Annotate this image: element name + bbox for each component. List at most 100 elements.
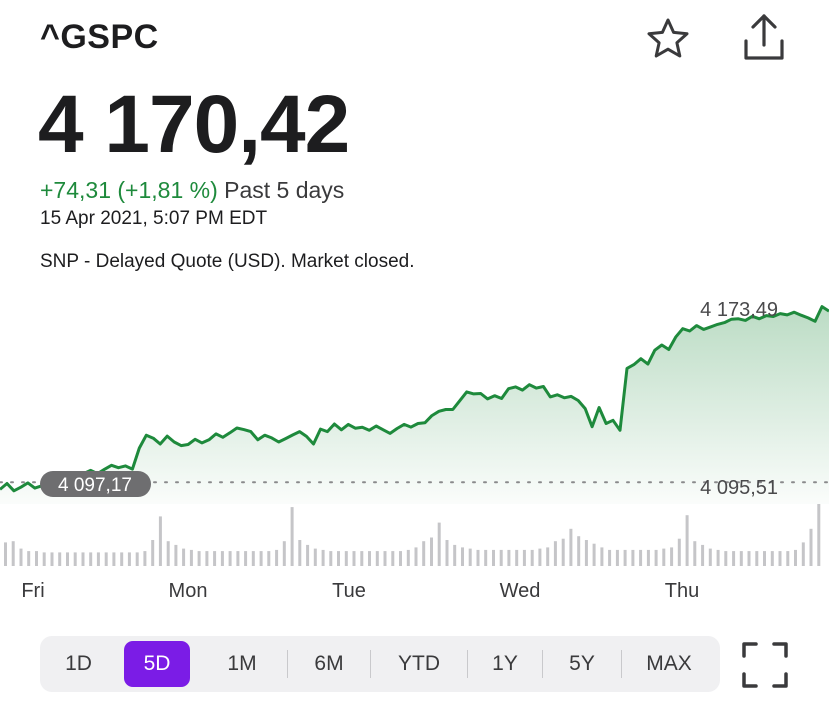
range-button-5d[interactable]: 5D — [124, 641, 190, 687]
volume-bar — [282, 541, 286, 566]
volume-bar — [515, 549, 519, 566]
fullscreen-icon — [742, 642, 788, 688]
volume-bar — [50, 552, 54, 566]
volume-bar — [166, 541, 170, 566]
volume-bar — [391, 551, 395, 566]
volume-bar — [708, 548, 712, 566]
volume-bar — [453, 544, 457, 566]
volume-bar — [577, 536, 581, 566]
volume-bar — [352, 551, 356, 566]
range-button-1m[interactable]: 1M — [227, 652, 257, 675]
range-selector: 1D 5D 1M 6M YTD 1Y 5Y MAX — [40, 636, 720, 692]
volume-bar — [608, 549, 612, 566]
change-period: Past 5 days — [224, 177, 345, 203]
price-chart[interactable]: 4 173,49 4 095,51 4 097,17 Fri Mon Tue Wed T… — [0, 290, 829, 610]
volume-bar — [337, 551, 340, 566]
volume-bar — [538, 548, 542, 566]
fullscreen-button[interactable] — [740, 640, 790, 690]
volume-bar — [96, 552, 100, 566]
range-button-max[interactable]: MAX — [646, 652, 692, 675]
y-high-label: 4 173,49 — [700, 299, 778, 321]
volume-bar — [592, 543, 596, 566]
volume-bar — [584, 540, 588, 566]
volume-bar — [693, 541, 697, 566]
volume-bar — [484, 549, 488, 566]
volume-bar — [530, 549, 534, 566]
volume-bar — [770, 551, 774, 566]
volume-bar — [197, 551, 201, 566]
volume-bar — [468, 548, 472, 566]
range-button-5y[interactable]: 5Y — [569, 652, 595, 675]
range-button-1d[interactable]: 1D — [65, 652, 92, 675]
volume-bar — [275, 549, 279, 566]
volume-bar — [368, 551, 371, 566]
volume-bar — [685, 515, 689, 566]
volume-bar — [522, 549, 526, 566]
share-icon — [744, 14, 784, 60]
price-line — [0, 305, 829, 493]
quote-source-note: SNP - Delayed Quote (USD). Market closed… — [40, 251, 415, 272]
volume-bar — [11, 541, 15, 566]
volume-bar — [251, 551, 255, 566]
price-area-fill — [0, 306, 829, 504]
volume-bar — [228, 551, 232, 566]
volume-bar — [313, 548, 317, 566]
range-button-1y[interactable]: 1Y — [492, 652, 518, 675]
volume-bar — [430, 537, 433, 566]
previous-close-value: 4 097,17 — [58, 475, 132, 496]
volume-bar — [662, 548, 666, 566]
y-low-label: 4 095,51 — [700, 477, 778, 499]
volume-bar — [360, 551, 364, 566]
ticker-symbol: ^GSPC — [40, 18, 159, 56]
volume-bar — [406, 549, 410, 566]
volume-bar — [344, 551, 348, 566]
x-tick-label: Wed — [500, 580, 541, 602]
volume-bar — [786, 551, 790, 566]
watchlist-star-button[interactable] — [643, 14, 693, 64]
volume-bar — [701, 544, 705, 566]
volume-bar — [220, 551, 224, 566]
volume-bar — [298, 540, 302, 566]
volume-bar — [66, 552, 69, 566]
volume-bar — [81, 552, 85, 566]
volume-bar — [778, 551, 782, 566]
range-button-ytd[interactable]: YTD — [398, 652, 440, 675]
volume-bar — [89, 552, 93, 566]
volume-bar — [763, 551, 766, 566]
volume-bar — [654, 549, 658, 566]
volume-bar — [35, 551, 38, 566]
volume-bar — [809, 528, 813, 566]
current-price: 4 170,42 — [38, 79, 350, 170]
range-button-6m[interactable]: 6M — [314, 652, 344, 675]
volume-bar — [135, 552, 139, 566]
volume-bar — [127, 552, 131, 566]
volume-bar — [104, 552, 108, 566]
volume-bar — [259, 551, 263, 566]
volume-bar — [414, 547, 418, 566]
volume-bar — [755, 551, 759, 566]
volume-bar — [794, 549, 797, 566]
volume-bar — [600, 547, 604, 566]
volume-bar — [817, 504, 821, 566]
volume-bars — [4, 504, 821, 566]
price-change: +74,31 (+1,81 %) — [40, 177, 218, 203]
price-change-line: +74,31 (+1,81 %) Past 5 days — [40, 177, 344, 204]
volume-bar — [422, 541, 426, 566]
volume-bar — [801, 542, 805, 566]
volume-bar — [747, 551, 751, 566]
volume-bar — [143, 551, 147, 566]
x-tick-label: Mon — [169, 580, 208, 602]
volume-bar — [306, 544, 310, 566]
volume-bar — [724, 551, 728, 566]
share-button[interactable] — [739, 12, 789, 62]
volume-bar — [375, 551, 379, 566]
volume-bar — [631, 549, 635, 566]
volume-bar — [670, 547, 674, 566]
volume-bar — [120, 552, 124, 566]
volume-bar — [244, 551, 248, 566]
volume-bar — [329, 551, 333, 566]
volume-bar — [561, 538, 565, 566]
range-separator — [542, 650, 543, 678]
volume-bar — [213, 551, 217, 566]
range-separator — [467, 650, 468, 678]
